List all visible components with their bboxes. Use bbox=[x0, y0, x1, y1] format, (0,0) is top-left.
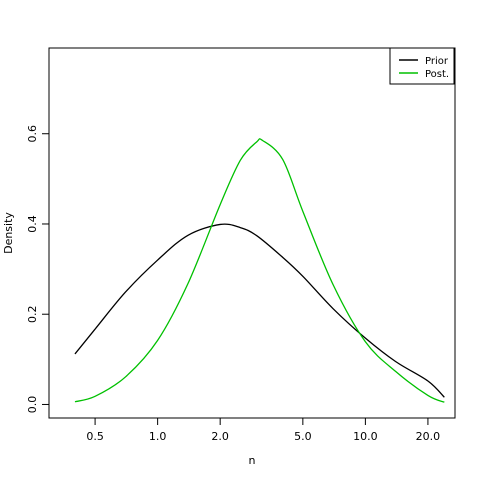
legend-label-post: Post. bbox=[425, 69, 449, 80]
series-layer bbox=[74, 138, 445, 403]
legend-label-prior: Prior bbox=[425, 56, 449, 67]
y-tick-label: 0.0 bbox=[26, 396, 39, 414]
y-tick-label: 0.6 bbox=[26, 125, 39, 143]
x-tick-label: 1.0 bbox=[149, 430, 167, 443]
y-axis: 0.0 0.2 0.4 0.6 bbox=[26, 125, 50, 414]
x-tick-label: 2.0 bbox=[211, 430, 229, 443]
y-tick-label: 0.4 bbox=[26, 215, 39, 233]
x-axis-title: n bbox=[249, 454, 256, 467]
series-line-prior bbox=[74, 223, 445, 398]
x-tick-label: 5.0 bbox=[294, 430, 312, 443]
y-axis-title: Density bbox=[2, 212, 15, 254]
x-tick-label: 20.0 bbox=[416, 430, 441, 443]
x-tick-label: 0.5 bbox=[86, 430, 104, 443]
x-axis: 0.5 1.0 2.0 5.0 10.0 20.0 bbox=[86, 417, 441, 443]
legend-box bbox=[389, 47, 455, 85]
legend: Prior Post. bbox=[389, 47, 455, 85]
y-tick-label: 0.2 bbox=[26, 305, 39, 323]
x-tick-label: 10.0 bbox=[353, 430, 378, 443]
series-line-post bbox=[74, 138, 445, 403]
